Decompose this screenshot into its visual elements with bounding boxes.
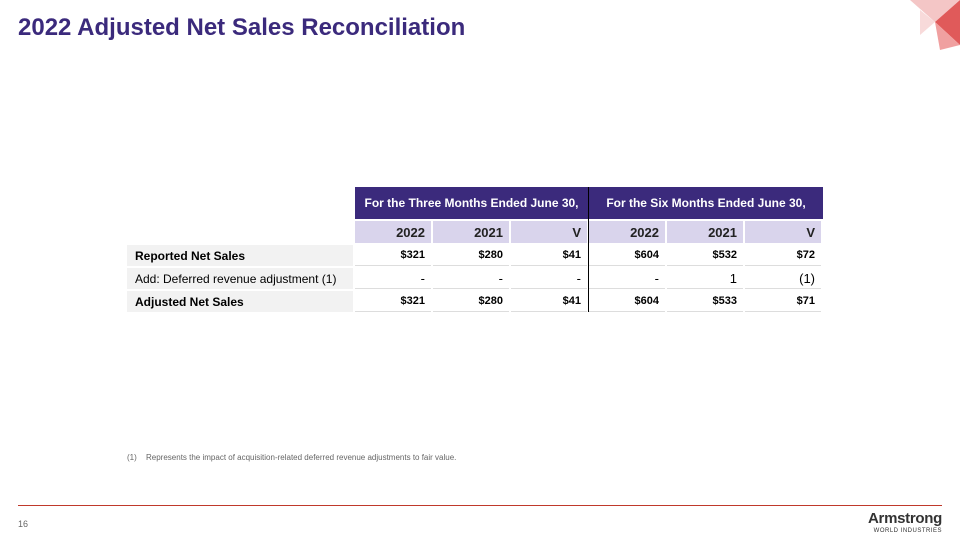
row-label: Adjusted Net Sales	[127, 291, 353, 312]
footnote: Represents the impact of acquisition-rel…	[146, 453, 457, 462]
footnote-marker: (1)	[127, 453, 137, 462]
table-cell: $280	[433, 245, 509, 266]
table-cell: $280	[433, 291, 509, 312]
footer-rule	[18, 505, 942, 506]
table-cell: $321	[355, 291, 431, 312]
table-cell: $72	[745, 245, 821, 266]
group-header: For the Six Months Ended June 30,	[589, 187, 823, 219]
page-number: 16	[18, 519, 29, 529]
table-cell: $604	[589, 291, 665, 312]
table-cell: $533	[667, 291, 743, 312]
table-cell: $604	[589, 245, 665, 266]
group-divider	[588, 187, 589, 312]
column-header: 2021	[667, 221, 743, 243]
logo-subtitle: WORLD INDUSTRIES	[873, 528, 942, 534]
column-header: 2022	[589, 221, 665, 243]
table-cell: $41	[511, 291, 587, 312]
row-label: Reported Net Sales	[127, 245, 353, 266]
group-header: For the Three Months Ended June 30,	[355, 187, 588, 219]
title: 2022 Adjusted Net Sales Reconciliation	[18, 14, 466, 41]
corner-decoration	[910, 0, 960, 50]
table-cell: -	[355, 268, 431, 289]
table-cell: $71	[745, 291, 821, 312]
table-cell: $532	[667, 245, 743, 266]
column-header: 2022	[355, 221, 431, 243]
column-header: 2021	[433, 221, 509, 243]
table-cell: $321	[355, 245, 431, 266]
column-header: V	[745, 221, 821, 243]
table-cell: -	[511, 268, 587, 289]
column-header: V	[511, 221, 587, 243]
table-cell: (1)	[745, 268, 821, 289]
logo: Armstrong	[868, 510, 942, 527]
table-cell: -	[589, 268, 665, 289]
table-cell: 1	[667, 268, 743, 289]
row-label: Add: Deferred revenue adjustment (1)	[127, 268, 353, 289]
table-cell: -	[433, 268, 509, 289]
table-cell: $41	[511, 245, 587, 266]
